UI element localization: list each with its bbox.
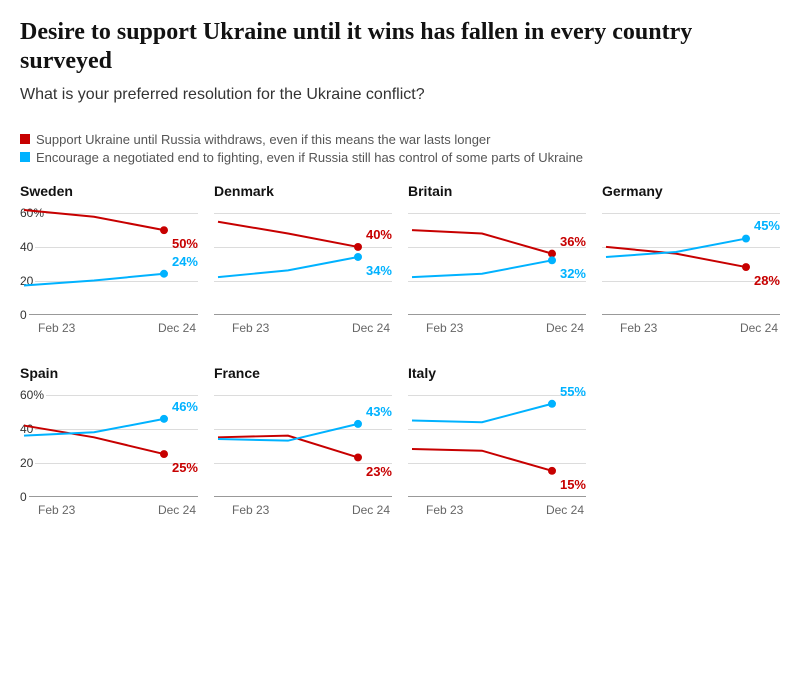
end-value-label: 15%	[560, 477, 586, 492]
x-tick-label: Dec 24	[352, 503, 390, 517]
x-tick-label: Feb 23	[620, 321, 657, 335]
x-tick-label: Feb 23	[38, 503, 75, 517]
end-value-label: 25%	[172, 460, 198, 475]
panel-title: Denmark	[214, 183, 392, 199]
legend-item-negotiate: Encourage a negotiated end to fighting, …	[20, 150, 780, 165]
x-tick-label: Dec 24	[740, 321, 778, 335]
x-tick-label: Feb 23	[232, 503, 269, 517]
x-axis: Feb 23 Dec 24	[20, 497, 198, 517]
panel-title: Spain	[20, 365, 198, 381]
chart-panel: France 23% 43% Feb 23 Dec 24	[214, 365, 392, 517]
legend-label: Encourage a negotiated end to fighting, …	[36, 150, 583, 165]
end-value-label: 46%	[172, 399, 198, 414]
end-value-label: 28%	[754, 273, 780, 288]
x-tick-label: Dec 24	[546, 503, 584, 517]
legend-item-support: Support Ukraine until Russia withdraws, …	[20, 132, 780, 147]
x-axis: Feb 23 Dec 24	[20, 315, 198, 335]
x-tick-label: Feb 23	[38, 321, 75, 335]
small-multiples-grid: Sweden 0204060% 50% 24% Feb 23 Dec 24 De…	[20, 183, 780, 517]
x-tick-label: Feb 23	[426, 321, 463, 335]
panel-title: Italy	[408, 365, 586, 381]
legend-label: Support Ukraine until Russia withdraws, …	[36, 132, 491, 147]
x-axis: Feb 23 Dec 24	[408, 497, 586, 517]
end-value-label: 32%	[560, 266, 586, 281]
panel-title: Britain	[408, 183, 586, 199]
end-value-label: 23%	[366, 464, 392, 479]
line-chart: 40% 34%	[214, 205, 392, 315]
chart-subtitle: What is your preferred resolution for th…	[20, 86, 780, 104]
line-chart: 36% 32%	[408, 205, 586, 315]
panel-title: Sweden	[20, 183, 198, 199]
chart-panel: Denmark 40% 34% Feb 23 Dec 24	[214, 183, 392, 335]
chart-panel: Sweden 0204060% 50% 24% Feb 23 Dec 24	[20, 183, 198, 335]
panel-title: France	[214, 365, 392, 381]
x-axis: Feb 23 Dec 24	[214, 315, 392, 335]
chart-title: Desire to support Ukraine until it wins …	[20, 18, 740, 76]
line-chart: 15% 55%	[408, 387, 586, 497]
panel-title: Germany	[602, 183, 780, 199]
end-value-label: 36%	[560, 234, 586, 249]
x-tick-label: Dec 24	[158, 321, 196, 335]
end-value-label: 24%	[172, 254, 198, 269]
end-value-label: 45%	[754, 218, 780, 233]
square-icon	[20, 152, 30, 162]
x-axis: Feb 23 Dec 24	[408, 315, 586, 335]
end-value-label: 40%	[366, 227, 392, 242]
x-tick-label: Dec 24	[158, 503, 196, 517]
end-value-label: 43%	[366, 404, 392, 419]
line-chart: 0204060% 25% 46%	[20, 387, 198, 497]
line-chart: 0204060% 50% 24%	[20, 205, 198, 315]
x-tick-label: Dec 24	[546, 321, 584, 335]
legend: Support Ukraine until Russia withdraws, …	[20, 132, 780, 165]
chart-panel: Italy 15% 55% Feb 23 Dec 24	[408, 365, 586, 517]
chart-panel: Britain 36% 32% Feb 23 Dec 24	[408, 183, 586, 335]
end-value-label: 55%	[560, 384, 586, 399]
chart-panel: Spain 0204060% 25% 46% Feb 23 Dec 24	[20, 365, 198, 517]
end-value-label: 34%	[366, 263, 392, 278]
x-tick-label: Feb 23	[232, 321, 269, 335]
line-chart: 28% 45%	[602, 205, 780, 315]
x-tick-label: Dec 24	[352, 321, 390, 335]
x-axis: Feb 23 Dec 24	[214, 497, 392, 517]
end-value-label: 50%	[172, 236, 198, 251]
line-chart: 23% 43%	[214, 387, 392, 497]
chart-panel: Germany 28% 45% Feb 23 Dec 24	[602, 183, 780, 335]
square-icon	[20, 134, 30, 144]
x-axis: Feb 23 Dec 24	[602, 315, 780, 335]
x-tick-label: Feb 23	[426, 503, 463, 517]
